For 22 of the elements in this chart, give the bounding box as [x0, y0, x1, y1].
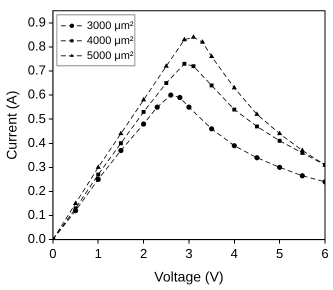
- x-tick-label: 2: [140, 246, 148, 261]
- x-tick-label: 4: [230, 246, 238, 261]
- y-tick-label: 0.3: [28, 158, 46, 174]
- x-tick-label: 6: [321, 246, 329, 261]
- x-tick-label: 0: [49, 246, 56, 261]
- y-tick-label: 0.9: [28, 14, 46, 30]
- y-tick-label: 0.0: [28, 231, 46, 246]
- y-tick-label: 0.6: [28, 86, 46, 102]
- legend-label: 3000 μm²: [86, 20, 134, 32]
- y-tick-label: 0.1: [28, 207, 46, 222]
- y-tick-label: 0.2: [28, 183, 46, 198]
- x-tick-label: 3: [185, 246, 193, 261]
- x-tick-label: 5: [276, 246, 284, 261]
- y-tick-label: 0.8: [28, 38, 46, 54]
- x-axis-title: Voltage (V): [154, 268, 224, 284]
- legend-label: 5000 μm²: [86, 50, 134, 62]
- y-tick-label: 0.4: [28, 134, 46, 150]
- y-axis-title: Current (A): [3, 90, 20, 160]
- legend-label: 4000 μm²: [86, 34, 134, 47]
- y-tick-label: 0.5: [28, 110, 46, 126]
- x-tick-label: 1: [94, 246, 102, 261]
- y-tick-label: 0.7: [28, 62, 46, 78]
